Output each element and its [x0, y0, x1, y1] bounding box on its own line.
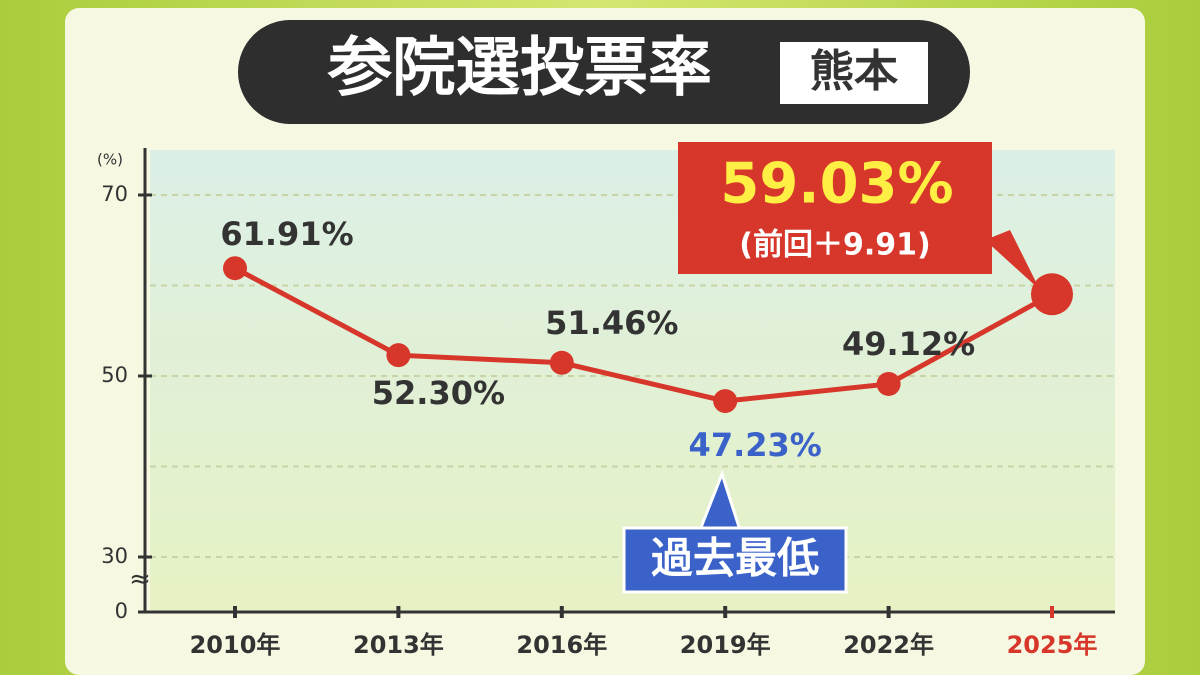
y-axis-label: (%) [97, 151, 123, 169]
point [1031, 273, 1073, 316]
axis-break: ≈ [129, 565, 151, 595]
point [876, 371, 901, 396]
x-tick-label: 2013年 [353, 631, 444, 659]
value-label: 51.46% [545, 304, 678, 342]
y-tick-label: 70 [101, 182, 128, 206]
value-label: 52.30% [372, 374, 505, 412]
callout-box [622, 526, 848, 594]
y-tick-label: 50 [101, 363, 128, 387]
value-label: 61.91% [220, 215, 353, 253]
y-tick-label: 30 [101, 544, 128, 568]
value-label: 47.23% [689, 426, 822, 464]
annotation: (前回＋9.91) [739, 228, 930, 263]
annotation: 過去最低 [651, 534, 819, 583]
x-tick-label: 2019年 [680, 631, 771, 659]
point [386, 343, 411, 368]
point [713, 389, 738, 414]
x-tick-label: 2022年 [843, 631, 934, 659]
y-tick-label: 0 [115, 599, 128, 623]
line [233, 266, 1054, 404]
value-label: 49.12% [842, 325, 975, 363]
x-tick-label: 2025年 [1007, 631, 1098, 659]
chart-title: 参院選投票率 [327, 32, 712, 106]
subtitle: 熊本 [810, 46, 899, 97]
point [223, 256, 247, 281]
x-tick-label: 2010年 [190, 631, 281, 659]
callout-box [678, 142, 992, 274]
point [549, 350, 574, 375]
subtitle-box [780, 42, 928, 104]
x-tick-label: 2016年 [516, 631, 607, 659]
callout-tail [985, 230, 1040, 290]
value-label: 59.03% [720, 151, 953, 216]
